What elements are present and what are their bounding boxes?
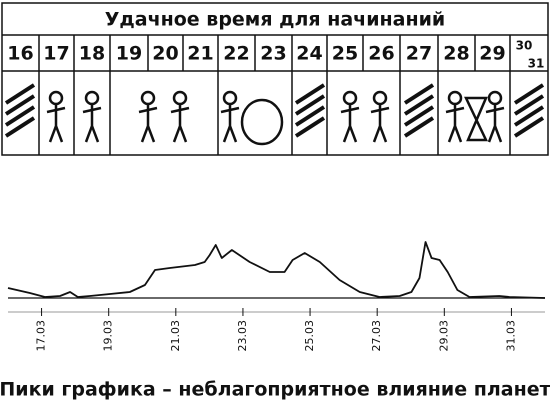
day-number: 30: [516, 39, 533, 53]
figure-icon: [447, 90, 463, 106]
hatch-icon: [4, 83, 36, 105]
x-tick-label: 23.03: [236, 320, 249, 352]
figure-icon: [172, 90, 188, 106]
day-number: 19: [116, 43, 142, 65]
x-tick-label: 21.03: [169, 320, 182, 352]
hatch-icon: [403, 116, 435, 138]
x-tick-label: 29.03: [437, 320, 450, 352]
figure-icon: [487, 90, 503, 106]
day-number: 16: [7, 43, 33, 65]
figure-icon: [48, 90, 64, 106]
figure-icon: [370, 104, 390, 143]
figure-icon: [372, 90, 388, 106]
day-number: 17: [43, 43, 69, 65]
day-number: 20: [152, 43, 178, 65]
hatch-icon: [294, 83, 326, 105]
hatch-icon: [403, 83, 435, 105]
figure-icon: [485, 104, 505, 143]
moneybag-icon: [240, 98, 284, 146]
hatch-icon: [294, 116, 326, 138]
hatch-icon: [513, 116, 545, 138]
caption: Пики графика – неблагоприятное влияние п…: [0, 379, 550, 401]
day-number: 24: [296, 43, 322, 65]
hourglass-icon: [464, 96, 488, 142]
figure-icon: [170, 104, 190, 143]
hatch-icon: [513, 105, 545, 127]
day-number: 28: [443, 43, 469, 65]
figure-icon: [220, 104, 240, 143]
figure-icon: [445, 104, 465, 143]
figure-icon: [140, 90, 156, 106]
hatch-icon: [403, 105, 435, 127]
day-number: 22: [223, 43, 249, 65]
figure-icon: [340, 104, 360, 143]
figure-icon: [222, 90, 238, 106]
x-tick-label: 31.03: [504, 320, 517, 352]
day-number: 26: [368, 43, 394, 65]
x-tick-label: 27.03: [370, 320, 383, 352]
day-number: 18: [79, 43, 105, 65]
figure-icon: [84, 90, 100, 106]
line-series: [7, 241, 546, 299]
hatch-icon: [4, 105, 36, 127]
hatch-icon: [513, 83, 545, 105]
hatch-icon: [294, 94, 326, 116]
day-number: 27: [406, 43, 432, 65]
icons: [4, 83, 545, 146]
x-tick-label: 17.03: [35, 320, 48, 352]
day-number: 21: [187, 43, 213, 65]
hatch-icon: [403, 94, 435, 116]
figure-icon: [138, 104, 158, 143]
x-tick-label: 19.03: [102, 320, 115, 352]
day-number: 29: [479, 43, 505, 65]
hatch-icon: [294, 105, 326, 127]
figure-icon: [82, 104, 102, 143]
hatch-icon: [4, 94, 36, 116]
figure-icon: [342, 90, 358, 106]
day-number: 25: [332, 43, 358, 65]
figure-icon: [46, 104, 66, 143]
x-tick-label: 25.03: [303, 320, 316, 352]
day-number: 23: [260, 43, 286, 65]
calendar-frame: [1, 2, 549, 156]
hatch-icon: [4, 116, 36, 138]
day-number: 31: [528, 57, 545, 71]
hatch-icon: [513, 94, 545, 116]
calendar-title: Удачное время для начинаний: [105, 9, 445, 31]
